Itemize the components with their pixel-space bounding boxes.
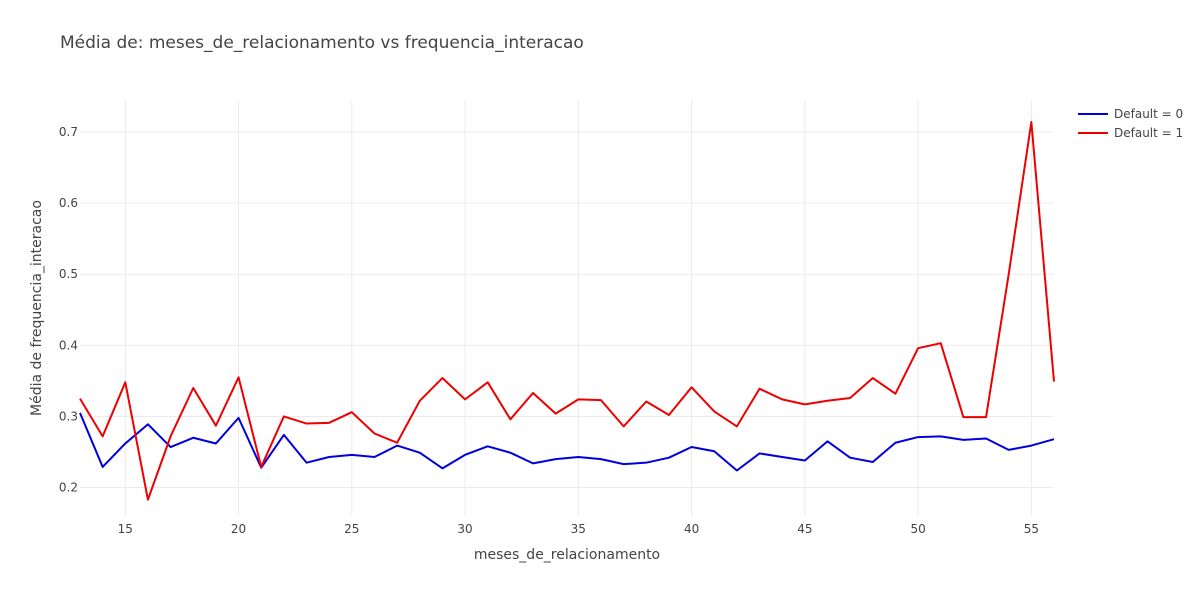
- x-tick-label: 45: [797, 522, 812, 536]
- x-tick-label: 55: [1024, 522, 1039, 536]
- x-tick-label: 35: [571, 522, 586, 536]
- y-axis-title: Média de frequencia_interacao: [29, 200, 45, 416]
- y-tick-label: 0.6: [59, 196, 78, 210]
- y-tick-label: 0.5: [59, 267, 78, 281]
- series-lines: [79, 121, 1055, 501]
- legend-swatch-default-1: [1078, 131, 1108, 134]
- x-tick-label: 25: [344, 522, 359, 536]
- x-axis-title: meses_de_relacionamento: [474, 547, 660, 563]
- legend-item-default-0[interactable]: Default = 0: [1078, 104, 1183, 123]
- y-tick-label: 0.2: [59, 481, 78, 495]
- gridlines: [80, 100, 1054, 516]
- legend: Default = 0 Default = 1: [1078, 104, 1183, 142]
- x-tick-label: 20: [231, 522, 246, 536]
- x-tick-label: 15: [118, 522, 133, 536]
- y-axis-ticks: 0.2 0.3 0.4 0.5 0.6 0.7: [59, 125, 78, 495]
- y-tick-label: 0.7: [59, 125, 78, 139]
- y-tick-label: 0.4: [59, 338, 78, 352]
- x-tick-label: 50: [910, 522, 925, 536]
- y-tick-label: 0.3: [59, 409, 78, 423]
- legend-item-default-1[interactable]: Default = 1: [1078, 123, 1183, 142]
- series-line-default-0[interactable]: [79, 412, 1055, 472]
- x-tick-label: 30: [457, 522, 472, 536]
- legend-label-default-0: Default = 0: [1114, 106, 1184, 121]
- x-axis-ticks: 15 20 25 30 35 40 45 50 55: [118, 522, 1039, 536]
- legend-label-default-1: Default = 1: [1114, 125, 1184, 140]
- legend-swatch-default-0: [1078, 112, 1108, 115]
- chart-title: Média de: meses_de_relacionamento vs fre…: [60, 33, 584, 53]
- series-line-default-1[interactable]: [79, 121, 1055, 501]
- x-tick-label: 40: [684, 522, 699, 536]
